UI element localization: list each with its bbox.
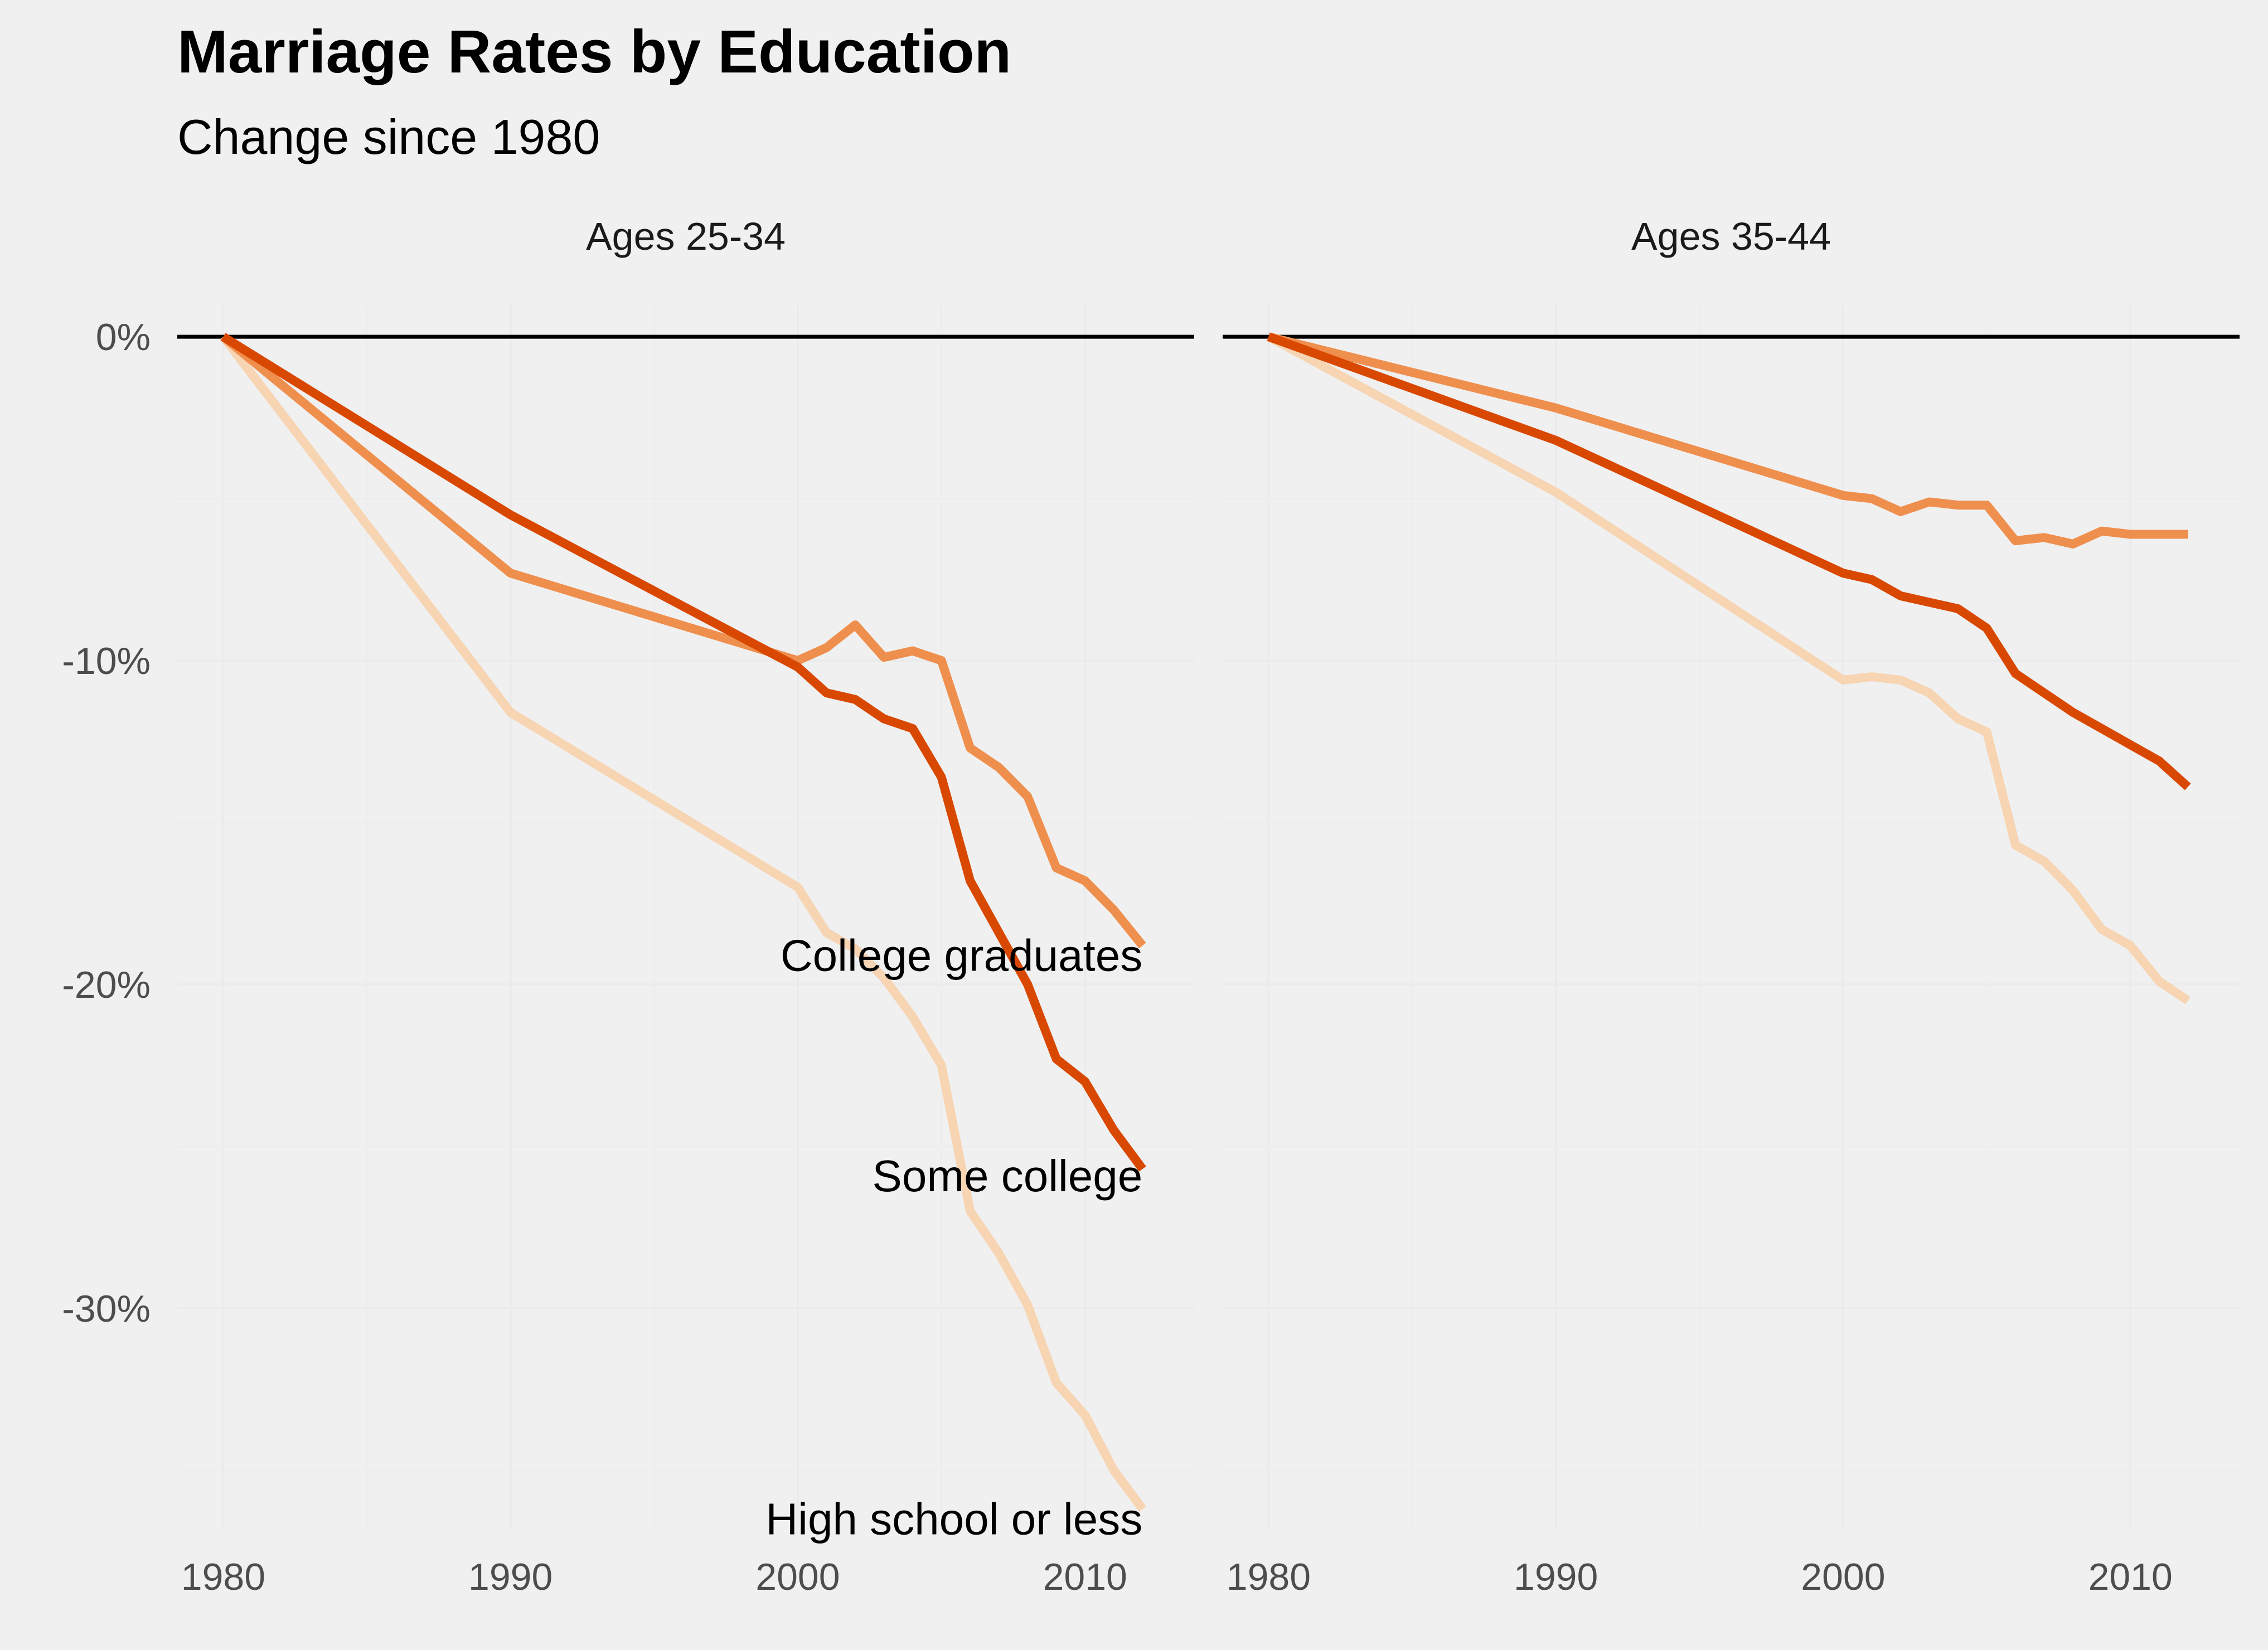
x-tick-label: 2010: [2088, 1556, 2173, 1598]
x-tick-label: 2000: [1801, 1556, 1885, 1598]
series-end-label: College graduates: [781, 931, 1142, 981]
chart-subtitle: Change since 1980: [177, 109, 600, 164]
x-tick-label: 1980: [181, 1556, 265, 1598]
series-end-label: High school or less: [765, 1494, 1142, 1544]
series-line-high-school: [220, 334, 1146, 1512]
x-tick-label: 1990: [468, 1556, 553, 1598]
series-line-high-school: [1266, 333, 2191, 1004]
facet-panels: 0% -10% -20% -30% Ages 25-34 1980 1990 2000 2010…: [62, 215, 2240, 1598]
y-tick-label: 0%: [96, 316, 151, 358]
facet-strip-label: Ages 25-34: [586, 215, 786, 258]
chart-title: Marriage Rates by Education: [177, 18, 1011, 86]
series-line-some-college: [1267, 332, 2191, 790]
x-tick-label: 2000: [755, 1556, 840, 1598]
y-tick-label: -10%: [62, 640, 151, 682]
facet-strip-label: Ages 35-44: [1631, 215, 1831, 258]
facet-panel-1: Ages 25-34 1980 1990 2000 2010 College gradua…: [177, 215, 1194, 1598]
x-tick-label: 2010: [1043, 1556, 1127, 1598]
series-line-college-graduates: [220, 333, 1146, 949]
x-tick-label: 1980: [1227, 1556, 1311, 1598]
x-tick-label: 1990: [1514, 1556, 1598, 1598]
y-tick-label: -20%: [62, 964, 151, 1006]
series-line-some-college: [221, 333, 1146, 1172]
series-end-label: Some college: [873, 1151, 1143, 1201]
y-tick-label: -30%: [62, 1288, 151, 1330]
facet-panel-2: Ages 35-44 1980 1990 2000 2010: [1223, 215, 2240, 1598]
series-line-college-graduates: [1267, 332, 2188, 549]
